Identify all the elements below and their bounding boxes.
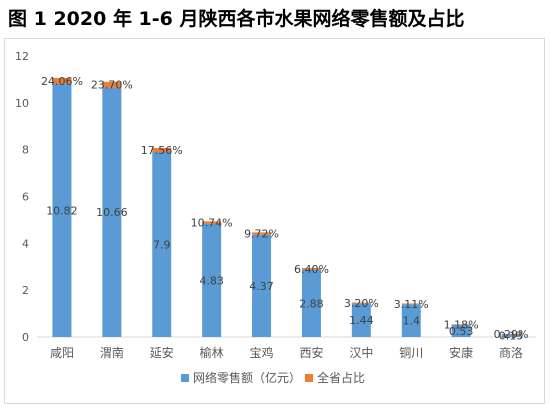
sales-value-label: 1.44 — [349, 314, 374, 327]
legend-label: 网络零售额（亿元） — [193, 370, 301, 385]
y-tick-label: 12 — [15, 50, 29, 63]
x-category-label: 汉中 — [349, 345, 373, 360]
share-value-label: 3.20% — [344, 297, 379, 310]
share-value-label: 24.06% — [41, 75, 83, 88]
y-tick-label: 4 — [22, 237, 29, 250]
chart-title: 图 1 2020 年 1-6 月陕西各市水果网络零售额及占比 — [8, 8, 465, 30]
bar-chart: 0 2 4 6 8 10 12 咸阳 渭南 延安 榆林 宝鸡 西安 汉中 铜川 安康 商洛 10.82 24.06… — [15, 50, 536, 385]
sales-value-label: 0.13 — [499, 329, 524, 342]
bar-share — [102, 81, 122, 88]
bar-sales — [52, 83, 72, 337]
legend-swatch — [305, 374, 313, 382]
bar-share — [202, 221, 222, 224]
bar-sales — [301, 269, 321, 337]
legend-item-sales: 网络零售额（亿元） — [181, 370, 301, 385]
share-value-label: 10.74% — [191, 217, 233, 230]
share-value-label: 9.72% — [244, 228, 279, 241]
legend-item-share: 全省占比 — [305, 370, 365, 385]
bar-share — [252, 232, 272, 235]
sales-value-label: 10.66 — [96, 206, 128, 219]
bar-share — [301, 268, 321, 270]
x-category-label: 宝鸡 — [250, 345, 274, 360]
bar-share — [52, 77, 72, 84]
bar-share — [152, 147, 172, 153]
y-tick-label: 6 — [22, 191, 29, 204]
bar-sales — [501, 333, 521, 337]
bar-share — [351, 302, 371, 304]
bar-sales — [401, 304, 421, 337]
bar-sales — [152, 152, 172, 337]
bar-sales — [102, 87, 122, 338]
sales-value-label: 0.53 — [449, 325, 474, 338]
share-value-label: 0.29% — [494, 328, 529, 341]
sales-value-label: 4.83 — [199, 274, 224, 287]
bar-layer — [52, 77, 521, 338]
sales-value-label: 1.4 — [403, 315, 421, 328]
bar-sales — [202, 223, 222, 337]
x-category-label: 榆林 — [200, 345, 224, 360]
share-value-label: 3.11% — [394, 298, 429, 311]
share-value-label: 1.18% — [444, 318, 479, 331]
x-category-label: 西安 — [299, 345, 323, 360]
legend: 网络零售额（亿元） 全省占比 — [181, 370, 365, 385]
share-value-label: 6.40% — [294, 263, 329, 276]
x-category-label: 咸阳 — [50, 346, 74, 360]
bar-share — [451, 324, 471, 325]
x-category-label: 安康 — [449, 345, 473, 360]
legend-swatch — [181, 374, 189, 382]
bar-share — [501, 333, 521, 335]
legend-label: 全省占比 — [317, 370, 365, 385]
x-category-label: 铜川 — [399, 345, 423, 360]
sales-value-label: 2.88 — [299, 297, 324, 310]
y-tick-label: 10 — [15, 97, 29, 110]
chart-area: 0 2 4 6 8 10 12 咸阳 渭南 延安 榆林 宝鸡 西安 汉中 铜川 安康 商洛 10.82 24.06… — [4, 38, 545, 404]
sales-value-label: 4.37 — [249, 280, 274, 293]
bar-sales — [451, 324, 471, 337]
bar-sales — [351, 303, 371, 337]
x-category-label: 延安 — [150, 345, 174, 360]
share-value-label: 23.70% — [91, 79, 133, 92]
bar-share — [401, 303, 421, 305]
x-category-label: 商洛 — [499, 345, 523, 360]
y-tick-label: 0 — [22, 331, 29, 344]
label-layer: 10.82 24.06% 10.66 23.70% 7.9 17.56% 4.83 10.74… — [41, 75, 529, 343]
y-tick-label: 8 — [22, 144, 29, 157]
bar-sales — [252, 234, 272, 337]
sales-value-label: 10.82 — [46, 204, 78, 217]
sales-value-label: 7.9 — [153, 239, 171, 252]
share-value-label: 17.56% — [141, 144, 183, 157]
axis-layer: 0 2 4 6 8 10 12 咸阳 渭南 延安 榆林 宝鸡 西安 汉中 铜川 安康 商洛 — [15, 50, 536, 360]
y-tick-label: 2 — [22, 284, 29, 297]
x-category-label: 渭南 — [100, 345, 124, 360]
